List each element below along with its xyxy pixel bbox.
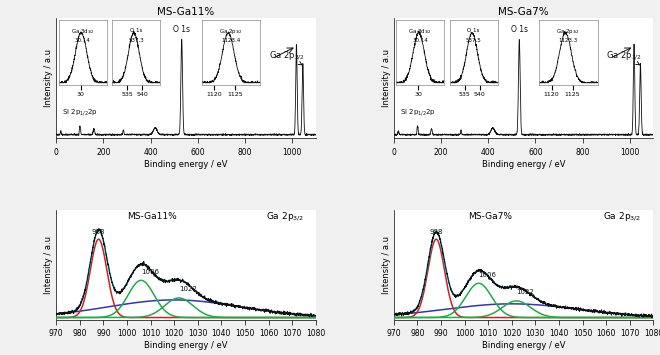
Text: 988: 988 <box>430 229 443 235</box>
Text: Si 2p$_{1/2}$2p: Si 2p$_{1/2}$2p <box>62 108 98 119</box>
Text: MS-Ga11%: MS-Ga11% <box>127 212 177 220</box>
Y-axis label: Intensity / a.u: Intensity / a.u <box>44 49 53 107</box>
Title: MS-Ga7%: MS-Ga7% <box>498 7 549 17</box>
Y-axis label: Intensity / a.u: Intensity / a.u <box>44 236 53 294</box>
Text: 1022: 1022 <box>517 289 534 295</box>
Text: Ga 2p$_{3/2}$: Ga 2p$_{3/2}$ <box>269 49 304 65</box>
Text: 988: 988 <box>92 229 106 235</box>
Text: Ga 2p$_{3/2}$: Ga 2p$_{3/2}$ <box>265 210 304 223</box>
Text: 1022: 1022 <box>179 286 197 292</box>
Y-axis label: Intensity / a.u: Intensity / a.u <box>382 236 391 294</box>
Text: Si 2p$_{1/2}$2p: Si 2p$_{1/2}$2p <box>400 108 436 119</box>
Text: Ga 2p$_{3/2}$: Ga 2p$_{3/2}$ <box>606 49 642 65</box>
Title: MS-Ga11%: MS-Ga11% <box>157 7 214 17</box>
X-axis label: Binding energy / eV: Binding energy / eV <box>482 160 566 169</box>
Text: O 1s: O 1s <box>511 25 528 34</box>
X-axis label: Binding energy / eV: Binding energy / eV <box>144 341 228 350</box>
Text: 1006: 1006 <box>478 272 497 278</box>
Y-axis label: Intensity / a.u: Intensity / a.u <box>382 49 391 107</box>
X-axis label: Binding energy / eV: Binding energy / eV <box>482 341 566 350</box>
Text: 1006: 1006 <box>141 269 159 275</box>
Text: Ga 2p$_{3/2}$: Ga 2p$_{3/2}$ <box>603 210 642 223</box>
Text: O 1s: O 1s <box>173 25 190 34</box>
X-axis label: Binding energy / eV: Binding energy / eV <box>144 160 228 169</box>
Text: MS-Ga7%: MS-Ga7% <box>468 212 512 220</box>
